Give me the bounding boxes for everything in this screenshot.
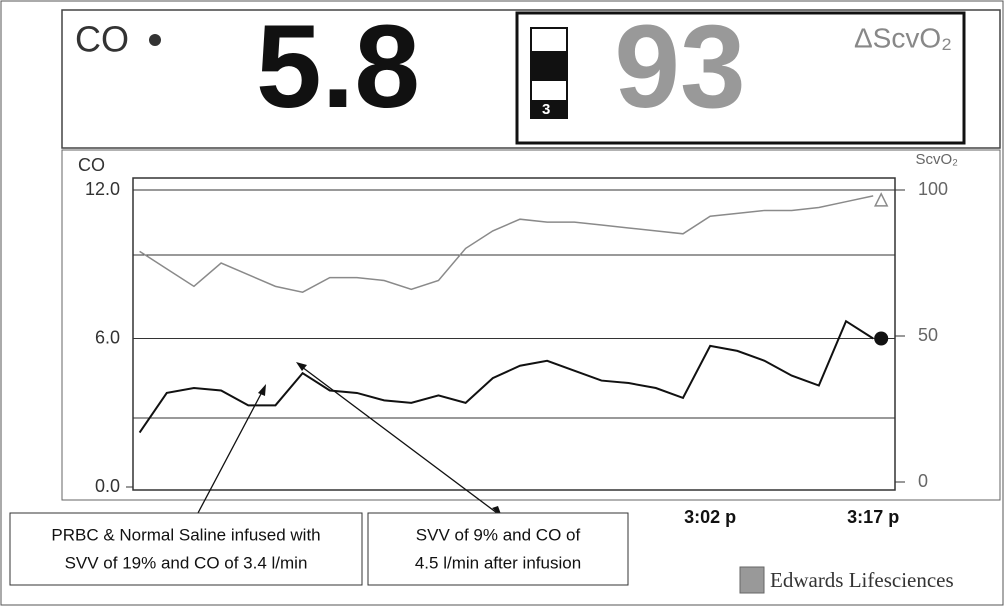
co-dot — [149, 34, 161, 46]
annotation-text: SVV of 19% and CO of 3.4 l/min — [65, 553, 308, 572]
annotation-box — [10, 513, 362, 585]
y-tick-label: 6.0 — [95, 327, 120, 347]
scvo2-label: ΔScvO₂ — [854, 22, 952, 53]
monitor-screen: CO 5.8 3 93 ΔScvO₂ CO ScvO₂ 0.0 6.0 12.0 0 5… — [0, 0, 1004, 606]
level-indicator: 3 — [531, 28, 567, 118]
co-label: CO — [75, 19, 129, 60]
end-marker — [874, 332, 888, 346]
annotation-text: PRBC & Normal Saline infused with — [51, 525, 320, 544]
annotation-box — [368, 513, 628, 585]
brand-logo — [740, 567, 764, 593]
annotation-text: SVV of 9% and CO of — [416, 525, 581, 544]
indicator-fill — [531, 51, 567, 81]
brand-name: Edwards Lifesciences — [770, 568, 954, 592]
y2-tick-label: 0 — [918, 471, 928, 491]
y-axis-label: CO — [78, 155, 105, 175]
annotation-text: 4.5 l/min after infusion — [415, 553, 581, 572]
y2-axis-label: ScvO₂ — [916, 151, 959, 168]
y2-tick-label: 100 — [918, 179, 948, 199]
y-tick-label: 12.0 — [85, 179, 120, 199]
scvo2-value: 93 — [614, 1, 745, 133]
co-value: 5.8 — [256, 1, 420, 133]
x-tick-label: 3:17 p — [847, 507, 899, 527]
indicator-level: 3 — [542, 101, 550, 118]
y-tick-label: 0.0 — [95, 476, 120, 496]
x-tick-label: 3:02 p — [684, 507, 736, 527]
y2-tick-label: 50 — [918, 325, 938, 345]
